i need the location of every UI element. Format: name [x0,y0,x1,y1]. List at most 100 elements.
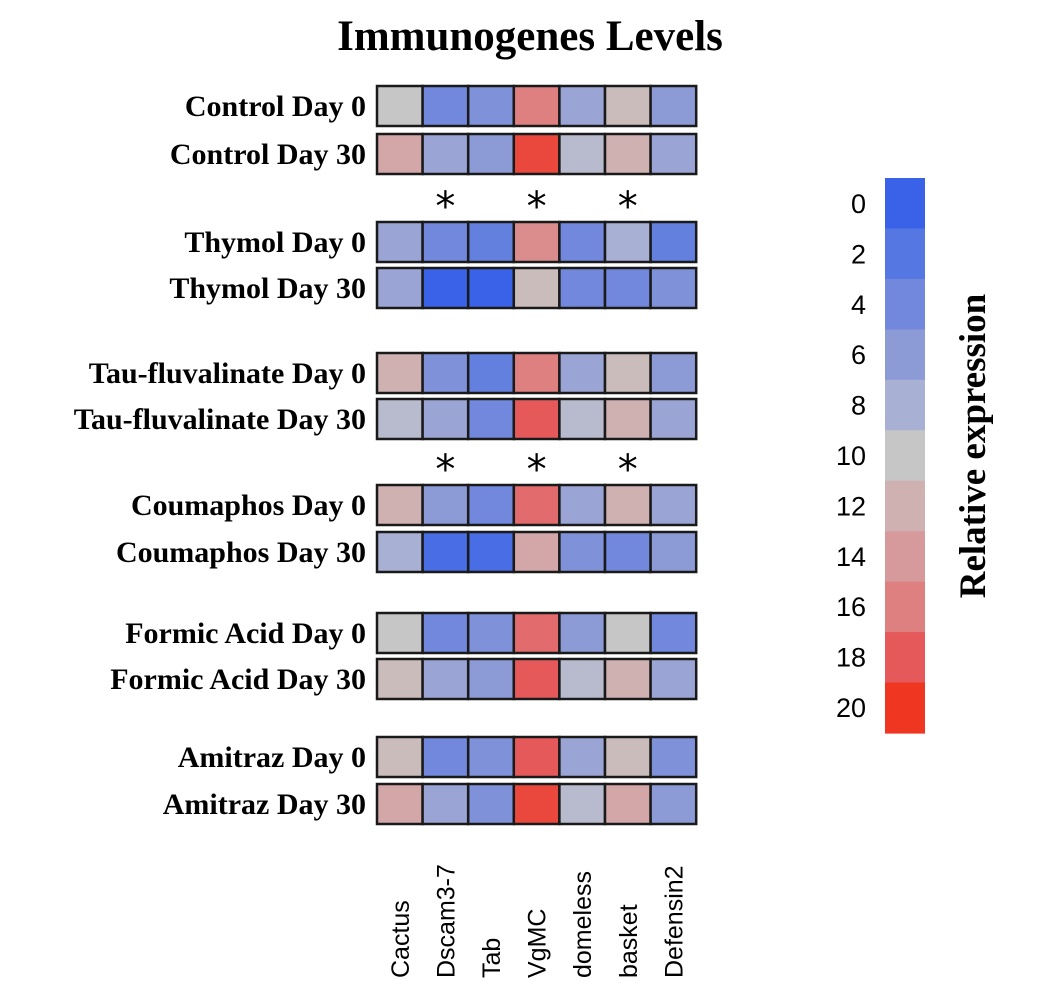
heatmap-row: Tau-fluvalinate Day 0 [89,351,698,395]
heatmap-cell [603,483,652,527]
heatmap-cell [375,132,424,176]
row-label: Coumaphos Day 30 [116,536,366,569]
heatmap-cell [603,397,652,441]
heatmap-cell [558,132,607,176]
significance-star: * [435,184,455,230]
heatmap-cell [649,782,698,826]
heatmap-cell [421,483,470,527]
heatmap-cell [603,266,652,310]
heatmap-cell [558,530,607,574]
colorbar-tick-label: 18 [836,643,866,673]
heatmap-row: Formic Acid Day 30 [110,657,698,701]
significance-star: * [435,447,455,493]
heatmap-cell [375,351,424,395]
heatmap-cell [375,611,424,655]
heatmap-cell [512,657,561,701]
heatmap-cell [558,220,607,264]
colorbar-tick-label: 12 [836,491,866,521]
significance-star: * [527,184,547,230]
heatmap-cell [512,266,561,310]
heatmap-cell [421,84,470,128]
colorbar-tick-label: 16 [836,592,866,622]
colorbar-tick-label: 20 [836,693,866,723]
column-label: basket [615,904,643,978]
heatmap-cell [649,483,698,527]
colorbar-tick-label: 4 [851,290,866,320]
row-label: Control Day 30 [170,138,366,171]
heatmap-cell [421,220,470,264]
heatmap-cell [603,657,652,701]
heatmap-cell [649,397,698,441]
colorbar-tick-label: 10 [836,441,866,471]
heatmap-cell [375,266,424,310]
heatmap-cell [558,611,607,655]
heatmap-cell [558,735,607,779]
heatmap-row: Coumaphos Day 0 [131,483,698,527]
color-legend: 0 2 4 6 8 10 12 14 16 18 20 Relative expression [836,178,994,734]
heatmap-cell [375,530,424,574]
colorbar-tick-label: 6 [851,340,866,370]
row-label: Formic Acid Day 30 [110,663,366,696]
heatmap-row: Control Day 30 [170,132,698,176]
column-label: domeless [569,871,597,978]
colorbar-segment [885,228,925,280]
heatmap-cell [512,397,561,441]
colorbar-segment [885,632,925,684]
heatmap-cell [421,132,470,176]
heatmap-cell [512,611,561,655]
colorbar-tick-label: 8 [851,391,866,421]
heatmap-cell [375,735,424,779]
colorbar-segment [885,581,925,633]
colorbar-segment [885,480,925,532]
row-label: Thymol Day 0 [184,226,366,259]
heatmap-cell [558,84,607,128]
heatmap-cell [603,611,652,655]
colorbar-segment [885,379,925,431]
heatmap-cell [421,782,470,826]
row-label: Coumaphos Day 0 [131,489,366,522]
heatmap-cell [466,220,516,264]
heatmap-cell [421,611,470,655]
heatmap-row: Amitraz Day 30 [163,782,698,826]
colorbar-segment [885,278,925,330]
heatmap-cell [375,782,424,826]
heatmap-cell [603,220,652,264]
heatmap-cell [558,351,607,395]
colorbar-title: Relative expression [953,293,994,598]
heatmap-cell [375,483,424,527]
significance-star: * [527,447,547,493]
heatmap-cell [375,657,424,701]
row-label: Tau-fluvalinate Day 30 [74,403,366,436]
heatmap-cell [466,530,516,574]
heatmap-cell [558,397,607,441]
heatmap-cell [466,397,516,441]
colorbar-segment [885,682,925,734]
row-label: Amitraz Day 0 [178,741,366,774]
heatmap-cell [375,397,424,441]
column-label: Tab [478,938,506,978]
heatmap-cell [466,611,516,655]
heatmap-cell [466,483,516,527]
heatmap-cell [603,735,652,779]
colorbar-segment [885,329,925,381]
column-labels: Cactus Dscam3-7 Tab VgMC domeless basket Defen… [387,864,689,978]
heatmap-cell [466,84,516,128]
heatmap-row: Coumaphos Day 30 [116,530,698,574]
heatmap-cell [512,530,561,574]
colorbar-tick-label: 0 [851,189,866,219]
heatmap-cell [558,657,607,701]
heatmap-cell [421,657,470,701]
heatmap-cell [421,735,470,779]
heatmap-row: Thymol Day 30 [169,266,698,310]
row-label: Tau-fluvalinate Day 0 [89,357,366,390]
heatmap-cell [649,530,698,574]
heatmap-row: Formic Acid Day 0 [125,611,698,655]
column-label: VgMC [524,909,552,978]
heatmap-cell [512,782,561,826]
heatmap-cell [603,530,652,574]
row-label: Thymol Day 30 [169,272,366,305]
colorbar-tick-label: 14 [836,542,866,572]
heatmap-cell [375,220,424,264]
heatmap-cell [466,351,516,395]
